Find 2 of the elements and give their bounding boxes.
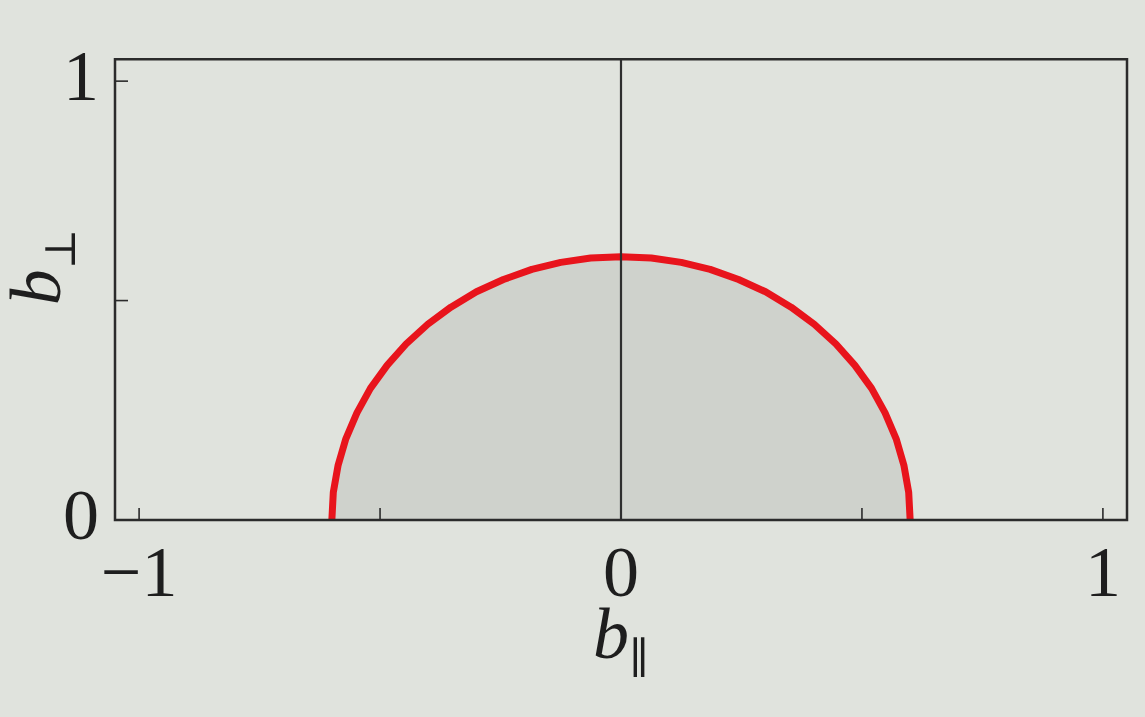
x-tick-label: −1 bbox=[100, 532, 178, 613]
x-tick-label: 1 bbox=[1084, 532, 1121, 613]
